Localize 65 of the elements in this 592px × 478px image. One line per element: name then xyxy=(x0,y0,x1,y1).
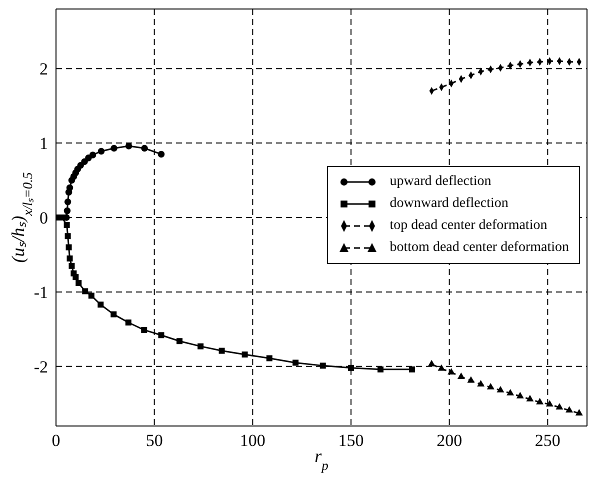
point xyxy=(242,352,248,358)
point xyxy=(438,364,446,371)
point xyxy=(110,311,117,318)
x-tick-label: 100 xyxy=(240,431,266,450)
point xyxy=(546,400,554,407)
x-tick-label: 150 xyxy=(338,431,364,450)
point xyxy=(198,343,204,350)
point xyxy=(266,355,272,362)
point xyxy=(320,362,326,369)
point xyxy=(536,398,544,404)
point xyxy=(348,364,354,371)
point xyxy=(526,394,534,402)
point xyxy=(66,184,74,192)
legend-label: downward deflection xyxy=(390,196,508,212)
y-tick-label: -2 xyxy=(34,357,48,376)
point xyxy=(110,144,118,152)
point xyxy=(566,406,574,413)
point xyxy=(158,332,164,338)
point xyxy=(448,368,456,375)
point xyxy=(496,386,504,392)
point xyxy=(408,366,415,372)
point xyxy=(64,233,71,240)
y-tick-label: -1 xyxy=(34,283,48,302)
legend-label: upward deflection xyxy=(390,174,492,190)
point xyxy=(72,274,79,280)
point xyxy=(125,319,132,326)
point xyxy=(556,403,564,410)
point xyxy=(88,292,94,299)
point xyxy=(428,360,436,366)
point xyxy=(506,388,514,396)
point xyxy=(575,409,583,416)
point xyxy=(486,382,494,390)
legend-label: bottom dead center deformation xyxy=(390,240,569,256)
point xyxy=(477,380,485,386)
x-tick-label: 0 xyxy=(52,431,60,450)
point xyxy=(89,152,96,158)
point xyxy=(98,148,105,155)
x-tick-label: 200 xyxy=(436,431,462,450)
point xyxy=(82,288,88,294)
point xyxy=(378,366,384,372)
point xyxy=(141,144,148,152)
point xyxy=(176,338,183,344)
legend-label: top dead center deformation xyxy=(390,218,548,234)
point xyxy=(292,360,299,366)
point xyxy=(64,222,70,228)
point xyxy=(98,302,104,308)
y-tick-label: 1 xyxy=(40,134,48,154)
point xyxy=(141,326,148,333)
point xyxy=(64,198,72,206)
point xyxy=(76,280,82,286)
y-tick-label: 2 xyxy=(40,60,48,79)
point xyxy=(457,372,465,380)
y-tick-label: 0 xyxy=(40,208,48,228)
x-tick-label: 50 xyxy=(146,431,163,450)
point xyxy=(66,255,73,262)
x-tick-label: 250 xyxy=(534,431,560,450)
point xyxy=(64,207,71,214)
point xyxy=(158,150,165,158)
x-axis-title: r$_{p}$ xyxy=(314,446,329,472)
point xyxy=(68,262,75,269)
point xyxy=(467,376,475,383)
point xyxy=(125,142,132,150)
point xyxy=(218,348,225,354)
point xyxy=(66,244,72,250)
point xyxy=(516,392,524,398)
